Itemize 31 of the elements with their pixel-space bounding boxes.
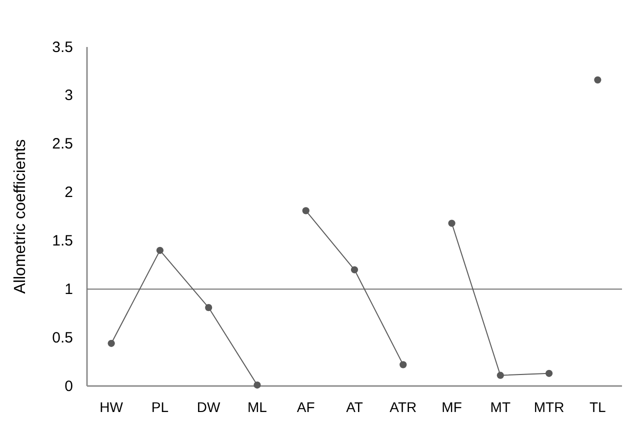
point <box>594 76 602 84</box>
x-tick-label: ML <box>248 398 268 415</box>
x-tick-label: AT <box>346 398 364 415</box>
y-tick-label: 3.5 <box>52 38 73 56</box>
y-tick-label: 3 <box>64 87 73 104</box>
point <box>350 266 358 274</box>
y-tick-label: 2 <box>64 184 73 202</box>
x-tick-label: AF <box>296 398 315 415</box>
x-tick-label: PL <box>151 398 169 415</box>
x-tick-label: DW <box>196 398 222 415</box>
y-tick-label: 2.5 <box>52 136 73 153</box>
y-tick-label: 1 <box>64 280 73 298</box>
point <box>448 220 456 227</box>
y-tick-label: 0 <box>64 378 73 395</box>
point <box>302 207 310 214</box>
point <box>400 361 407 368</box>
x-tick-label: TL <box>590 398 606 415</box>
x-tick-label: ATR <box>390 398 417 415</box>
x-tick-label: MT <box>490 398 511 415</box>
y-tick-label: 0.5 <box>52 329 73 346</box>
x-tick-label: MTR <box>534 398 564 415</box>
point <box>545 370 553 377</box>
y-axis-title: Allometric coefficients <box>12 139 29 294</box>
y-tick-label: 1.5 <box>52 232 73 250</box>
point <box>108 340 115 347</box>
point <box>156 246 164 254</box>
point <box>496 372 504 379</box>
x-tick-label: MF <box>442 398 462 415</box>
point <box>254 381 261 389</box>
point <box>205 304 212 312</box>
x-tick-label: HW <box>100 398 124 415</box>
